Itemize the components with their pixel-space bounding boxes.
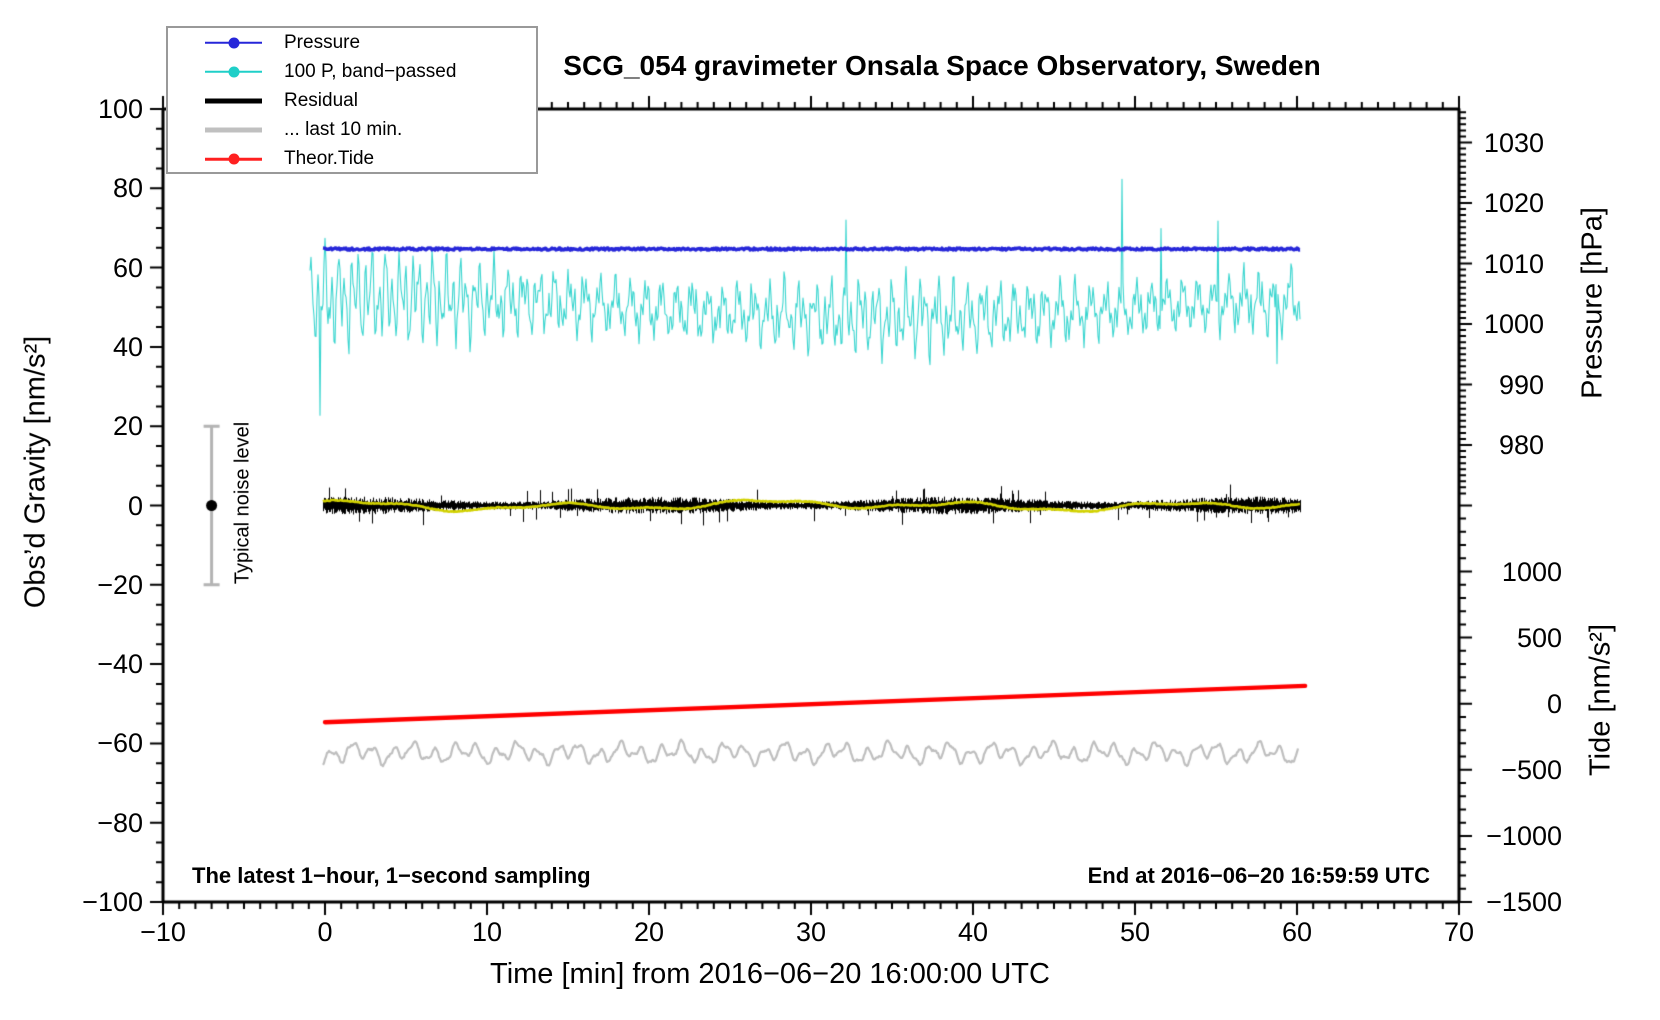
legend-line-icon: [205, 98, 262, 104]
y-left-tick-40: 40: [112, 331, 143, 362]
legend-label: Residual: [284, 89, 358, 111]
y-left-tick--60: −60: [97, 728, 143, 759]
x-axis-label: Time [min] from 2016−06−20 16:00:00 UTC: [490, 958, 1050, 990]
tide-tick--1000: −1000: [1486, 820, 1562, 851]
legend-dot-icon: [228, 66, 239, 78]
y-left-tick-80: 80: [112, 173, 143, 204]
pressure-tick-1020: 1020: [1483, 188, 1544, 218]
legend-line-icon: [205, 127, 262, 133]
legend-sample-band-passed-pressure: [205, 65, 262, 79]
legend-dot-icon: [228, 153, 239, 165]
x-tick-20: 20: [633, 917, 665, 947]
y-left-tick-20: 20: [112, 411, 143, 442]
pressure-tick-990: 990: [1498, 369, 1544, 400]
legend-item-theor-tide: Theor.Tide: [168, 145, 536, 174]
y-left-tick--100: −100: [82, 887, 143, 917]
x-tick-30: 30: [795, 917, 827, 947]
tide-tick--500: −500: [1501, 754, 1562, 785]
y-left-tick-0: 0: [127, 490, 143, 521]
legend-label: 100 P, band−passed: [284, 60, 457, 82]
y-left-tick--20: −20: [97, 569, 143, 600]
pressure-tick-1010: 1010: [1483, 248, 1544, 279]
y-left-tick-100: 100: [97, 94, 143, 124]
sampling-note: The latest 1−hour, 1−second sampling: [192, 863, 591, 888]
y-axis-label-gravity: Obs’d Gravity [nm/s²]: [19, 335, 52, 609]
legend-label: ... last 10 min.: [284, 119, 403, 141]
y-left-tick-60: 60: [112, 252, 143, 283]
pressure-tick-980: 980: [1498, 430, 1544, 460]
tide-tick-500: 500: [1516, 622, 1562, 653]
legend-item-band-passed-pressure: 100 P, band−passed: [168, 57, 536, 86]
x-tick-40: 40: [957, 917, 989, 947]
legend-sample-residual-last-10-min: [205, 123, 262, 137]
pressure-tick-1000: 1000: [1483, 309, 1544, 339]
x-tick-10: 10: [471, 917, 503, 947]
x-tick-60: 60: [1281, 917, 1313, 947]
legend-dot-icon: [228, 37, 239, 49]
legend-sample-residual: [205, 94, 262, 108]
legend-sample-theor-tide: [205, 152, 262, 166]
tide-tick-1000: 1000: [1501, 556, 1562, 587]
x-tick-50: 50: [1119, 917, 1151, 947]
noise-level-label: Typical noise level: [231, 421, 254, 585]
tide-tick-0: 0: [1546, 688, 1562, 719]
legend-sample-pressure: [205, 36, 262, 50]
chart-title: SCG_054 gravimeter Onsala Space Observat…: [563, 50, 1321, 81]
legend-label: Theor.Tide: [284, 148, 375, 170]
y-left-tick--40: −40: [97, 649, 143, 680]
y-left-tick--80: −80: [97, 807, 143, 838]
legend-label: Pressure: [284, 31, 361, 53]
y-axis-label-tide: Tide [nm/s²]: [1584, 623, 1617, 777]
tide-tick--1500: −1500: [1486, 887, 1562, 917]
y-axis-label-pressure: Pressure [hPa]: [1576, 207, 1609, 399]
end-time-note: End at 2016−06−20 16:59:59 UTC: [1087, 863, 1430, 888]
legend-item-residual-last-10-min: ... last 10 min.: [168, 116, 536, 145]
legend-item-pressure: Pressure: [168, 28, 536, 57]
x-tick-0: 0: [317, 917, 333, 947]
legend-item-residual: Residual: [168, 86, 536, 115]
legend: Pressure 100 P, band−passed Residual ... la…: [166, 26, 538, 174]
pressure-tick-1030: 1030: [1483, 127, 1544, 158]
x-tick--10: −10: [140, 917, 186, 947]
x-tick-70: 70: [1443, 917, 1475, 947]
